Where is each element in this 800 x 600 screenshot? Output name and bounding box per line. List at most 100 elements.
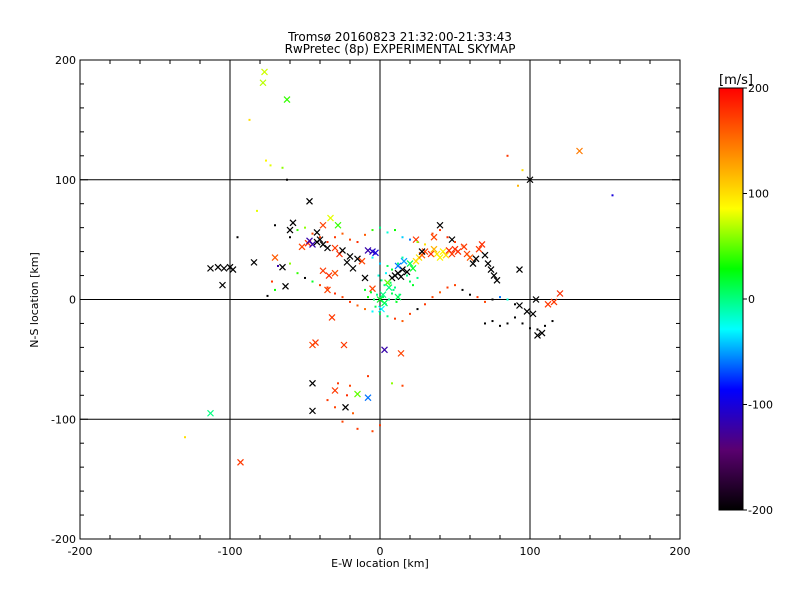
data-point-cross [484,260,492,267]
data-point-dot [412,284,414,287]
grid-lines [80,60,680,539]
data-point-cross [516,266,523,273]
data-point-cross [346,252,354,260]
data-point-dot [431,296,434,299]
data-point-dot [256,209,258,212]
data-point-dot [364,308,366,311]
data-point-cross [358,257,366,265]
data-point-dot [367,296,369,299]
data-point-dot [352,412,354,415]
colorbar-tick-label: 200 [748,82,769,95]
data-point-cross [409,264,417,272]
data-point-dot [551,320,554,323]
data-point-dot [611,194,614,197]
data-point-dot [373,298,375,301]
data-point-dot [446,286,449,289]
data-point-cross [324,286,331,294]
data-point-cross [324,244,331,252]
y-tick-label: -200 [51,533,76,546]
data-point-cross [526,176,534,184]
data-point-dot [349,238,351,241]
data-point-dot [439,229,441,232]
data-point-cross [261,68,268,76]
data-point-dot [544,324,546,327]
data-point-cross [529,310,537,318]
data-point-cross [339,246,346,254]
data-point-cross [481,251,489,259]
data-point-dot [341,296,344,299]
data-point-dot [469,293,471,296]
data-point-cross [397,273,405,281]
data-point-cross [364,394,372,402]
data-point-dot [371,310,374,313]
data-point-cross [487,266,495,273]
data-point-cross [490,272,498,279]
data-point-dot [409,238,411,241]
data-point-cross [418,248,426,256]
data-point-cross [361,274,369,282]
data-point-dot [376,293,378,296]
data-point-cross [381,346,388,354]
data-point-cross [397,349,405,357]
data-point-dot [439,291,441,294]
data-point-cross [309,379,316,387]
colorbar-tick-label: 100 [748,188,769,201]
data-point-dot [409,280,411,283]
data-point-cross [523,308,531,315]
data-point-dot [296,272,299,275]
data-point-cross [430,245,438,253]
data-point-cross [306,197,313,205]
data-point-cross [364,246,372,254]
data-point-dot [356,427,359,430]
data-point-dot [517,184,519,187]
data-point-cross [534,332,541,339]
data-point-dot [491,320,494,323]
data-point-dot [374,305,377,308]
data-point-dot [296,229,299,232]
data-point-cross [436,254,444,262]
data-point-dot [424,303,426,306]
data-point-cross [319,240,327,248]
data-point-cross [349,264,357,272]
data-point-dot [377,274,380,277]
data-point-dot [371,229,374,232]
data-point-dot [391,292,393,295]
data-point-dot [397,262,399,265]
data-point-cross [430,233,438,241]
data-point-cross [454,248,462,256]
data-point-dot [367,375,369,378]
data-point-cross [331,387,339,394]
data-point-dot [406,274,408,277]
data-point-cross [448,250,456,258]
data-point-cross [516,302,523,309]
data-point-dot [334,292,336,295]
data-point-cross [282,282,289,290]
data-point-dot [274,224,276,227]
data-point-cross [436,221,444,229]
colorbar-tick-label: -100 [748,399,773,412]
data-point-cross [342,403,349,411]
data-point-cross [475,245,483,253]
data-point-dot [379,424,381,427]
data-point-cross [319,267,327,275]
data-point-dot [341,420,344,423]
data-point-dot [311,280,314,283]
data-point-cross [334,221,342,229]
data-point-dot [391,268,393,271]
data-point-dot [398,293,401,296]
y-tick-label: -100 [51,413,76,426]
data-point-cross [466,254,474,262]
data-point-cross [331,269,339,277]
data-point-cross [250,258,258,266]
data-point-cross [214,263,222,271]
x-tick-label: -200 [68,545,93,558]
data-point-dot [371,256,374,259]
data-point-dot [394,317,396,320]
data-point-dot [388,298,390,301]
data-point-cross [550,298,558,306]
data-point-dot [394,229,396,232]
data-point-cross [298,243,306,251]
data-point-dot [506,322,509,325]
data-point-dot [389,281,392,284]
data-point-dot [454,284,456,287]
